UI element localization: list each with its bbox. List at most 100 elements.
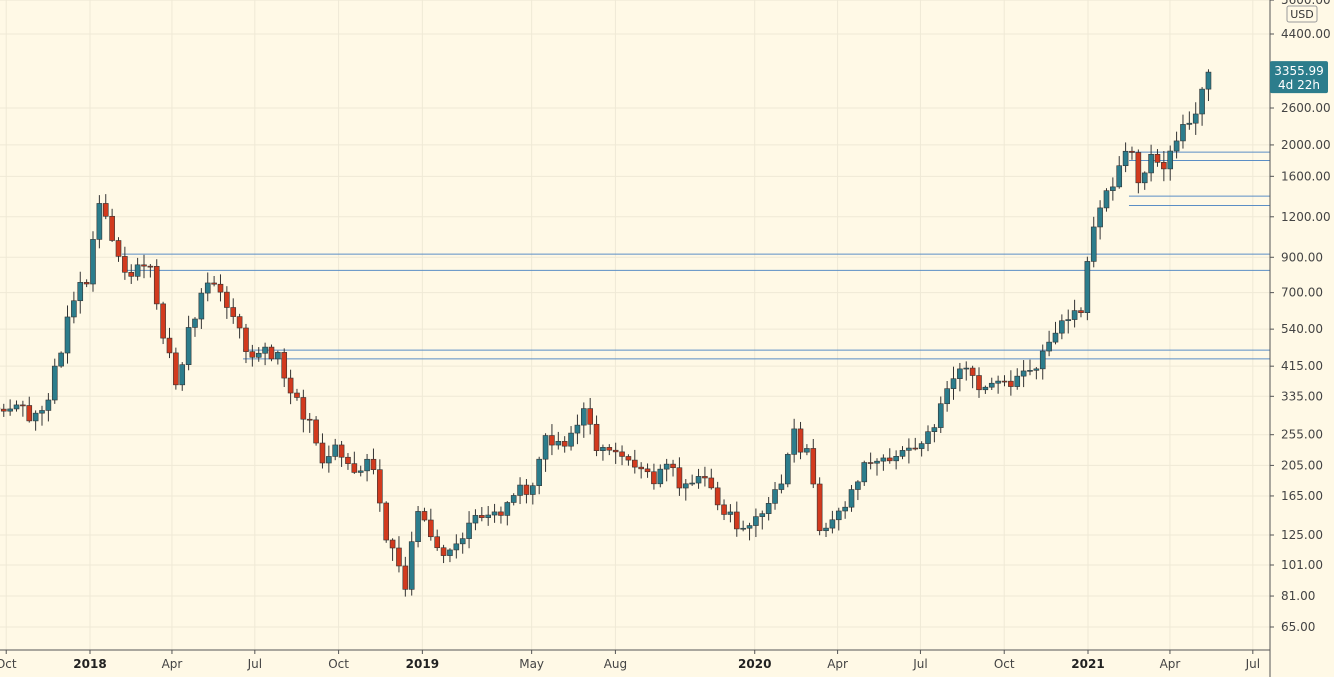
- candle-41[interactable]: [236, 313, 243, 339]
- candle-137[interactable]: [848, 484, 855, 512]
- candle-80[interactable]: [485, 506, 491, 526]
- candle-158[interactable]: [982, 385, 989, 394]
- candle-32[interactable]: [179, 362, 186, 391]
- candle-114[interactable]: [702, 466, 708, 487]
- candle-56[interactable]: [332, 438, 339, 461]
- candle-107[interactable]: [657, 464, 664, 488]
- candle-15[interactable]: [71, 291, 77, 324]
- candle-71[interactable]: [428, 508, 434, 541]
- candle-156[interactable]: [969, 365, 976, 389]
- candle-24[interactable]: [128, 264, 135, 284]
- candle-13[interactable]: [58, 351, 64, 368]
- candle-87[interactable]: [530, 482, 536, 505]
- candle-4[interactable]: [0, 403, 7, 417]
- candle-161[interactable]: [1001, 375, 1008, 387]
- candle-146[interactable]: [906, 438, 912, 464]
- candle-21[interactable]: [109, 208, 115, 242]
- candle-35[interactable]: [198, 288, 205, 329]
- candle-22[interactable]: [115, 237, 122, 262]
- candle-166[interactable]: [1033, 367, 1040, 380]
- candle-155[interactable]: [963, 361, 970, 381]
- candle-128[interactable]: [791, 418, 797, 463]
- candle-34[interactable]: [192, 317, 198, 337]
- candle-124[interactable]: [765, 496, 772, 521]
- candle-131[interactable]: [810, 439, 817, 489]
- candle-8[interactable]: [26, 396, 33, 423]
- candle-86[interactable]: [523, 479, 530, 504]
- candle-85[interactable]: [517, 477, 523, 505]
- time-axis[interactable]: Oct 2018 Apr Jul Oct 2019 May Aug 2020 Apr Jul Oct 2…: [0, 650, 1260, 671]
- candle-99[interactable]: [606, 444, 613, 456]
- candle-171[interactable]: [1065, 309, 1072, 334]
- candle-110[interactable]: [676, 457, 683, 496]
- candle-150[interactable]: [931, 424, 938, 443]
- candle-154[interactable]: [957, 362, 963, 392]
- candle-152[interactable]: [944, 380, 950, 412]
- candle-48[interactable]: [281, 348, 288, 388]
- candle-39[interactable]: [224, 286, 230, 319]
- candle-89[interactable]: [542, 433, 549, 472]
- candle-23[interactable]: [122, 246, 128, 280]
- candle-12[interactable]: [51, 358, 58, 404]
- candle-167[interactable]: [1039, 344, 1046, 380]
- candle-176[interactable]: [1097, 200, 1103, 240]
- candle-47[interactable]: [275, 350, 281, 365]
- candle-100[interactable]: [612, 442, 619, 464]
- candle-92[interactable]: [561, 436, 568, 453]
- candle-181[interactable]: [1129, 146, 1135, 160]
- candle-127[interactable]: [784, 452, 791, 488]
- candle-98[interactable]: [600, 444, 606, 461]
- candle-173[interactable]: [1078, 307, 1084, 318]
- candle-119[interactable]: [733, 501, 740, 537]
- candle-138[interactable]: [855, 480, 861, 501]
- candle-123[interactable]: [759, 510, 766, 530]
- candle-88[interactable]: [536, 456, 542, 495]
- candle-172[interactable]: [1071, 299, 1078, 328]
- candle-65[interactable]: [389, 538, 396, 561]
- candle-132[interactable]: [816, 477, 823, 536]
- candle-192[interactable]: [1199, 87, 1205, 126]
- candle-50[interactable]: [294, 388, 300, 401]
- candle-74[interactable]: [447, 548, 453, 563]
- candle-97[interactable]: [593, 415, 600, 457]
- candle-102[interactable]: [625, 454, 632, 466]
- candle-115[interactable]: [708, 468, 715, 490]
- candle-81[interactable]: [491, 503, 498, 523]
- candle-140[interactable]: [867, 452, 874, 470]
- candle-120[interactable]: [740, 520, 746, 532]
- candle-144[interactable]: [893, 450, 899, 470]
- candle-63[interactable]: [377, 459, 383, 512]
- candle-77[interactable]: [466, 511, 472, 549]
- candle-28[interactable]: [153, 259, 160, 310]
- candle-38[interactable]: [217, 274, 224, 302]
- candle-16[interactable]: [77, 271, 84, 314]
- candle-40[interactable]: [230, 298, 237, 324]
- candle-82[interactable]: [498, 506, 504, 524]
- candle-31[interactable]: [173, 347, 179, 390]
- candle-149[interactable]: [925, 425, 931, 452]
- candle-184[interactable]: [1148, 144, 1154, 182]
- candle-95[interactable]: [581, 402, 587, 438]
- candle-145[interactable]: [899, 446, 906, 460]
- candle-78[interactable]: [472, 509, 479, 531]
- candle-37[interactable]: [211, 275, 217, 287]
- candle-170[interactable]: [1059, 314, 1065, 340]
- candle-193[interactable]: [1205, 69, 1212, 102]
- candle-169[interactable]: [1052, 321, 1059, 345]
- candle-117[interactable]: [721, 499, 727, 521]
- candle-175[interactable]: [1090, 216, 1097, 268]
- candle-93[interactable]: [568, 426, 574, 451]
- candle-45[interactable]: [262, 342, 268, 366]
- candle-72[interactable]: [434, 529, 441, 551]
- candle-190[interactable]: [1186, 111, 1193, 130]
- candle-185[interactable]: [1154, 149, 1161, 167]
- candle-101[interactable]: [619, 445, 625, 466]
- candle-17[interactable]: [83, 279, 90, 288]
- candle-96[interactable]: [587, 397, 593, 435]
- candle-67[interactable]: [402, 556, 409, 597]
- candle-69[interactable]: [415, 505, 421, 548]
- candle-55[interactable]: [326, 445, 332, 473]
- candle-111[interactable]: [682, 479, 689, 501]
- candle-26[interactable]: [141, 254, 147, 279]
